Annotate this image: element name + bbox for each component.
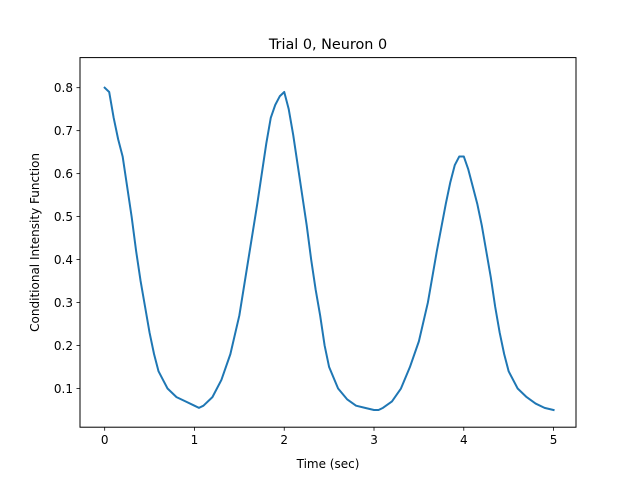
plot-layer [103, 86, 555, 412]
x-tick-label: 5 [550, 433, 558, 447]
y-tick-label: 0.7 [54, 124, 73, 138]
x-tick-label: 1 [191, 433, 199, 447]
series-line [103, 86, 555, 412]
y-tick-label: 0.2 [54, 339, 73, 353]
y-tick-label: 0.1 [54, 382, 73, 396]
y-tick-label: 0.3 [54, 296, 73, 310]
y-tick-label: 0.5 [54, 210, 73, 224]
x-axis-label: Time (sec) [296, 457, 360, 471]
y-axis: 0.1 0.2 0.3 0.4 0.5 0.6 0.7 0.8 [54, 81, 80, 396]
plot-frame [79, 57, 577, 428]
x-tick-label: 3 [370, 433, 378, 447]
y-tick-label: 0.4 [54, 253, 73, 267]
x-tick-label: 4 [460, 433, 468, 447]
y-axis-label: Conditional Intensity Function [28, 153, 42, 332]
x-axis: 0 1 2 3 4 5 [101, 427, 558, 447]
x-tick-label: 0 [101, 433, 109, 447]
y-tick-label: 0.6 [54, 167, 73, 181]
chart-title: Trial 0, Neuron 0 [268, 37, 387, 53]
y-tick-label: 0.8 [54, 81, 73, 95]
x-tick-label: 2 [280, 433, 288, 447]
